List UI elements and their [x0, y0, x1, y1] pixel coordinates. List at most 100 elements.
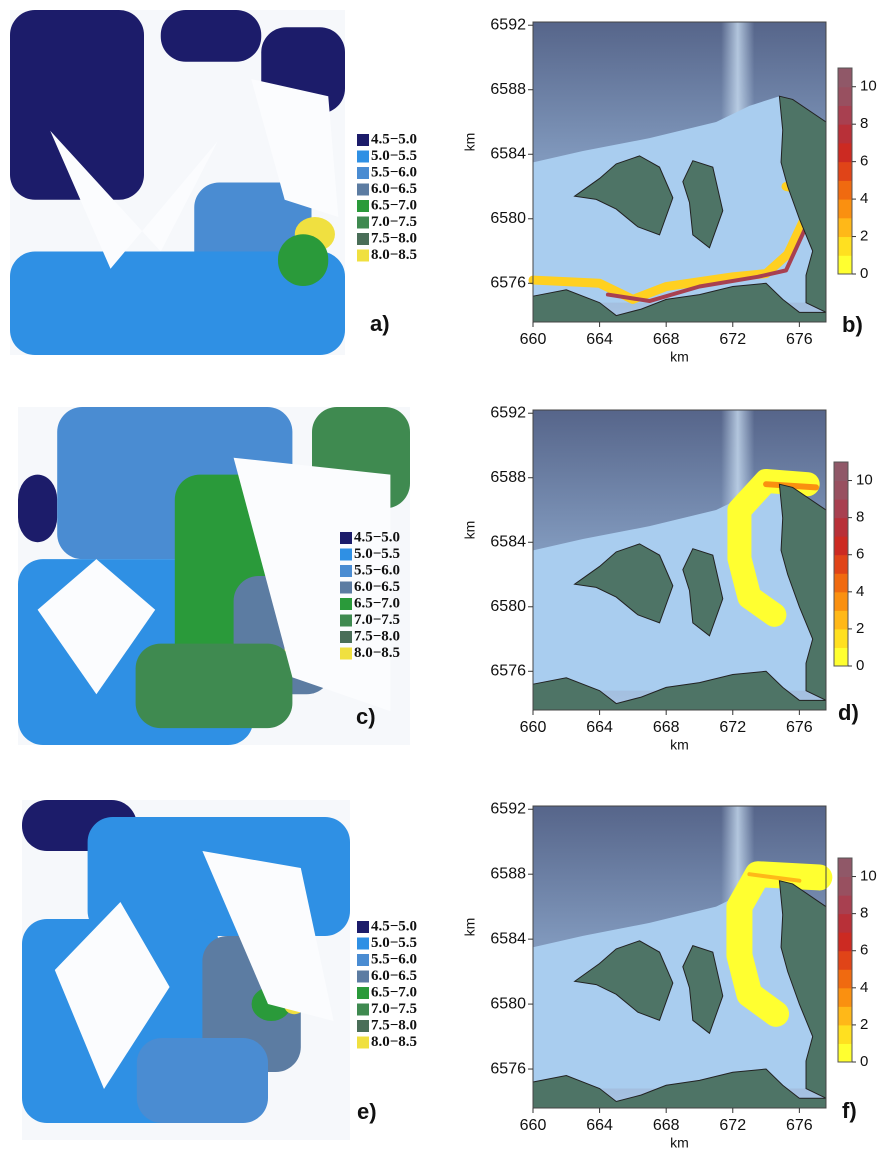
- y-tick-label: 6576: [490, 663, 526, 680]
- x-axis-label: km: [670, 1135, 689, 1151]
- colorbar-step: [838, 217, 852, 238]
- legend-label: 8.0−8.5: [371, 1034, 417, 1050]
- colorbar-tick-label: 4: [856, 583, 864, 600]
- image-region: [136, 1038, 268, 1123]
- colorbar-tick-label: 0: [856, 657, 864, 674]
- panel-label: e): [357, 1099, 377, 1124]
- legend-swatch: [357, 1036, 369, 1049]
- satellite-image: [10, 10, 345, 355]
- colorbar-tick-label: 10: [860, 868, 877, 885]
- cloud-region: [54, 902, 170, 1089]
- y-tick-label: 6588: [490, 469, 526, 486]
- cloud-region: [37, 559, 156, 695]
- colorbar-tick-label: 0: [860, 1053, 868, 1070]
- legend-label: 6.5−7.0: [354, 595, 400, 611]
- legend-swatch: [357, 183, 369, 196]
- legend-label: 5.0−5.5: [371, 148, 417, 164]
- colorbar-step: [834, 462, 848, 482]
- y-tick-label: 6584: [490, 145, 526, 162]
- panel-label: b): [842, 312, 863, 337]
- colorbar-tick-label: 8: [860, 115, 868, 132]
- legend-swatch: [357, 937, 369, 950]
- legend-label: 6.0−6.5: [371, 181, 417, 197]
- legend-label: 5.0−5.5: [371, 935, 417, 951]
- panel-label: d): [838, 700, 859, 725]
- plot-frame: [532, 805, 827, 1109]
- legend-swatch: [340, 581, 352, 594]
- y-tick-label: 6580: [490, 598, 526, 615]
- colorbar-tick-label: 10: [856, 472, 873, 489]
- colorbar-step: [838, 142, 852, 163]
- colorbar-step: [838, 987, 852, 1007]
- colorbar-step: [838, 969, 852, 989]
- legend-swatch: [340, 598, 352, 610]
- colorbar-frame: [837, 67, 853, 275]
- x-axis-label: km: [670, 737, 689, 753]
- colorbar-tick-label: 0: [860, 265, 868, 282]
- x-tick-label: 664: [586, 1117, 613, 1134]
- legend-swatch: [357, 249, 369, 262]
- y-axis-label: km: [462, 521, 478, 540]
- land: [573, 155, 674, 236]
- y-tick-label: 6588: [490, 81, 526, 98]
- colorbar-step: [834, 591, 848, 611]
- legend-swatch: [340, 548, 352, 561]
- colorbar-step: [834, 628, 848, 648]
- legend-label: 6.5−7.0: [371, 197, 417, 213]
- colorbar-step: [838, 913, 852, 933]
- satellite-image: [22, 800, 350, 1140]
- image-region: [160, 10, 262, 62]
- colorbar-step: [838, 1006, 852, 1026]
- colorbar-tick-label: 6: [860, 942, 868, 959]
- colorbar-step: [838, 105, 852, 125]
- x-tick-label: 676: [786, 719, 813, 736]
- image-region: [10, 251, 345, 355]
- legend-label: 5.5−6.0: [371, 951, 417, 967]
- legend-label: 5.5−6.0: [354, 562, 400, 578]
- legend-swatch: [357, 1020, 369, 1032]
- legend-swatch: [357, 970, 369, 983]
- legend-label: 7.5−8.0: [371, 230, 417, 246]
- colorbar-tick-label: 8: [860, 905, 868, 922]
- map-panel: [528, 21, 827, 323]
- legend-swatch: [357, 233, 369, 245]
- x-tick-label: 676: [786, 1117, 813, 1134]
- x-tick-label: 668: [653, 719, 680, 736]
- colorbar-step: [834, 480, 848, 500]
- legend-label: 6.0−6.5: [371, 968, 417, 984]
- colorbar-step: [838, 1024, 852, 1044]
- image-region: [10, 10, 144, 200]
- legend-label: 8.0−8.5: [371, 247, 417, 263]
- y-tick-label: 6584: [490, 930, 526, 947]
- colorbar-step: [838, 1043, 852, 1063]
- x-tick-label: 672: [719, 719, 746, 736]
- cloud-region: [50, 130, 218, 269]
- colorbar-tick-label: 4: [860, 190, 868, 207]
- panel-label: f): [842, 1098, 857, 1123]
- colorbar-frame: [837, 857, 853, 1063]
- colorbar-tick-label: 6: [860, 153, 868, 170]
- colorbar-step: [838, 68, 852, 88]
- colorbar-tick-label: 2: [860, 1016, 868, 1033]
- y-tick-label: 6588: [490, 865, 526, 882]
- legend-label: 4.5−5.0: [354, 529, 400, 545]
- legend-label: 7.0−7.5: [371, 1001, 417, 1017]
- legend-label: 6.5−7.0: [371, 984, 417, 1000]
- panel-label: c): [356, 704, 376, 729]
- legend-label: 7.0−7.5: [371, 214, 417, 230]
- bay-water: [533, 96, 813, 303]
- plot-frame: [532, 21, 827, 323]
- x-tick-label: 664: [586, 719, 613, 736]
- legend-swatch: [357, 134, 369, 146]
- colorbar-frame: [833, 461, 849, 667]
- colorbar-step: [838, 236, 852, 256]
- legend-swatch: [357, 150, 369, 163]
- x-tick-label: 660: [520, 331, 547, 348]
- colorbar-tick-label: 10: [860, 78, 877, 95]
- x-tick-label: 672: [719, 331, 746, 348]
- y-tick-label: 6592: [490, 404, 526, 421]
- land: [682, 945, 724, 1035]
- y-tick-label: 6576: [490, 275, 526, 292]
- colorbar-step: [834, 517, 848, 537]
